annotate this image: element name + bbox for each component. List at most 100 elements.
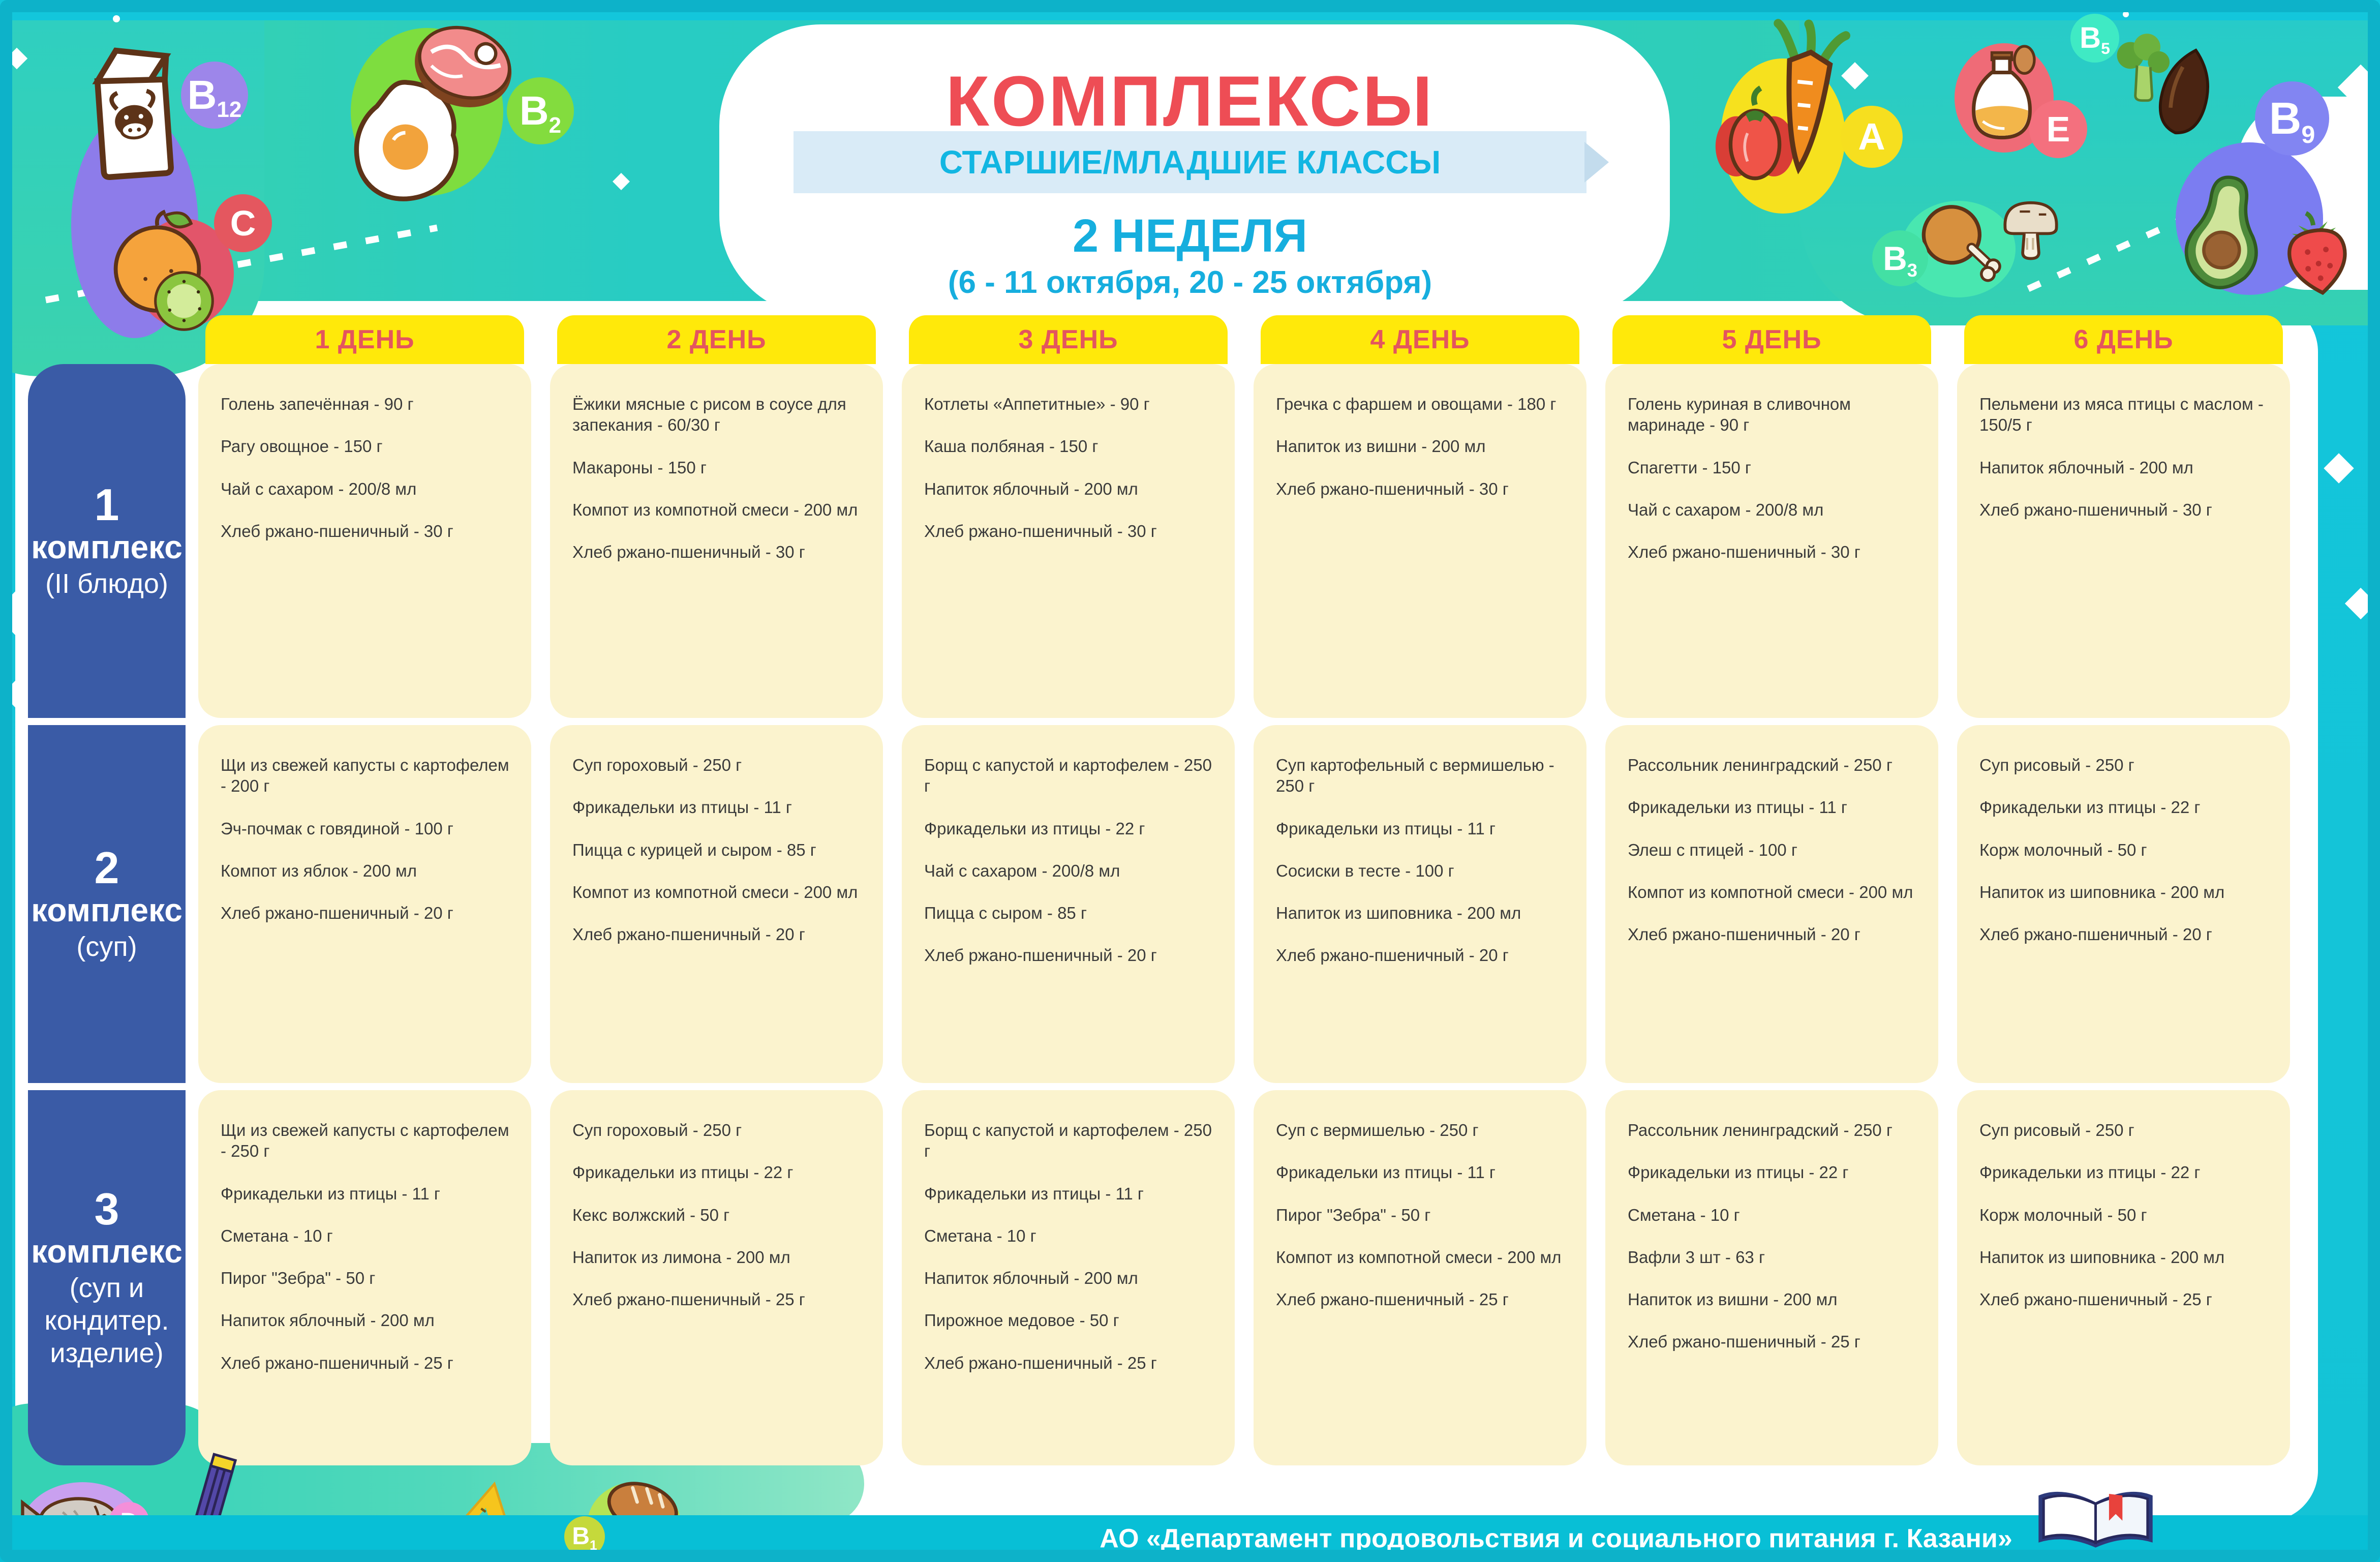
vitamin-a-badge: A (1841, 106, 1903, 168)
menu-item: Фрикадельки из птицы - 11 г (572, 798, 792, 817)
menu-item: Хлеб ржано-пшеничный - 30 г (924, 521, 1157, 540)
menu-cell-c2-day5: Рассольник ленинградский - 250 г Фрикадел… (1605, 725, 1938, 1083)
subtitle-ribbon: СТАРШИЕ/МЛАДШИЕ КЛАССЫ (794, 131, 1586, 193)
day-5-header: 5 ДЕНЬ (1612, 315, 1931, 364)
vitamin-b12-badge: B 12 (181, 62, 248, 129)
menu-item: Чай с сахаром - 200/8 мл (924, 861, 1120, 880)
carrot-icon (1774, 19, 1850, 174)
menu-item: Кекс волжский - 50 г (572, 1205, 730, 1224)
menu-item: Хлеб ржано-пшеничный - 30 г (572, 543, 805, 561)
menu-item: Фрикадельки из птицы - 22 г (924, 819, 1145, 838)
menu-item: Рагу овощное - 150 г (221, 437, 383, 456)
menu-item: Пирог "Зебра" - 50 г (1276, 1205, 1431, 1224)
menu-item: Вафли 3 шт - 63 г (1628, 1247, 1765, 1267)
open-book-icon (2038, 1491, 2153, 1548)
menu-item: Чай с сахаром - 200/8 мл (1628, 500, 1824, 519)
menu-cell-c3-day1: Щи из свежей капусты с картофелем - 250 … (198, 1090, 531, 1465)
kiwi-icon (154, 271, 214, 331)
day-2-header: 2 ДЕНЬ (557, 315, 876, 364)
menu-item: Гречка с фаршем и овощами - 180 г (1276, 395, 1557, 413)
menu-item: Напиток яблочный - 200 мл (221, 1311, 435, 1330)
complex-2-label: 2 комплекс (суп) (28, 725, 186, 1083)
menu-item: Хлеб ржано-пшеничный - 25 г (1276, 1290, 1509, 1309)
menu-item: Хлеб ржано-пшеничный - 30 г (221, 521, 453, 540)
menu-item: Щи из свежей капусты с картофелем - 250 … (221, 1121, 509, 1161)
menu-item: Ёжики мясные с рисом в соусе для запекан… (572, 395, 846, 435)
menu-item: Напиток из вишни - 200 мл (1628, 1290, 1838, 1309)
sparkle-icon (2344, 587, 2377, 620)
menu-item: Фрикадельки из птицы - 11 г (1276, 1163, 1496, 1182)
menu-item: Голень куриная в сливочном маринаде - 90… (1628, 395, 1851, 435)
menu-cell-c2-day2: Суп гороховый - 250 г Фрикадельки из птиц… (550, 725, 883, 1083)
menu-item: Хлеб ржано-пшеничный - 30 г (1276, 479, 1509, 498)
menu-item: Каша полбяная - 150 г (924, 437, 1099, 456)
chicken-leg-icon (1921, 205, 2001, 282)
menu-item: Элеш с птицей - 100 г (1628, 840, 1797, 859)
menu-item: Корж молочный - 50 г (1979, 1205, 2147, 1224)
menu-item: Фрикадельки из птицы - 22 г (1979, 1163, 2201, 1182)
menu-item: Макароны - 150 г (572, 458, 707, 477)
complex-1-label: 1 комплекс (II блюдо) (28, 364, 186, 718)
dotted-line (2027, 193, 2235, 292)
menu-item: Хлеб ржано-пшеничный - 20 г (572, 925, 805, 944)
complex-1-row: Голень запечённая - 90 г Рагу овощное - 1… (198, 364, 2290, 718)
menu-item: Сметана - 10 г (221, 1226, 333, 1245)
menu-item: Суп картофельный с вермишелью - 250 г (1276, 756, 1554, 796)
menu-item: Хлеб ржано-пшеничный - 25 г (1979, 1290, 2212, 1309)
menu-item: Фрикадельки из птицы - 11 г (924, 1184, 1144, 1203)
menu-item: Рассольник ленинградский - 250 г (1628, 1121, 1893, 1139)
menu-cell-c3-day5: Рассольник ленинградский - 250 г Фрикадел… (1605, 1090, 1938, 1465)
menu-item: Пирожное медовое - 50 г (924, 1311, 1119, 1330)
menu-item: Напиток яблочный - 200 мл (924, 1269, 1138, 1287)
menu-item: Фрикадельки из птицы - 11 г (1276, 819, 1496, 838)
menu-cell-c2-day1: Щи из свежей капусты с картофелем - 200 … (198, 725, 531, 1083)
complex-2-row: Щи из свежей капусты с картофелем - 200 … (198, 725, 2290, 1083)
menu-item: Фрикадельки из птицы - 22 г (1979, 798, 2201, 817)
vitamin-c-badge: C (214, 194, 272, 252)
menu-item: Хлеб ржано-пшеничный - 20 г (221, 904, 453, 922)
strawberry-icon (2287, 211, 2347, 295)
menu-cell-c3-day2: Суп гороховый - 250 г Фрикадельки из птиц… (550, 1090, 883, 1465)
broccoli-icon (2117, 34, 2170, 102)
menu-item: Фрикадельки из птицы - 22 г (1628, 1163, 1849, 1182)
menu-item: Сметана - 10 г (1628, 1205, 1740, 1224)
menu-item: Напиток из шиповника - 200 мл (1979, 882, 2225, 902)
menu-cell-c3-day4: Суп с вермишелью - 250 г Фрикадельки из п… (1254, 1090, 1586, 1465)
seed-icon (2158, 48, 2209, 134)
menu-item: Суп рисовый - 250 г (1979, 1121, 2134, 1139)
oil-jug-icon (1972, 45, 2036, 140)
subtitle: СТАРШИЕ/МЛАДШИЕ КЛАССЫ (939, 144, 1441, 181)
week-title: 2 НЕДЕЛЯ (1072, 210, 1308, 262)
mushroom-icon (2003, 201, 2058, 260)
menu-item: Хлеб ржано-пшеничный - 20 г (1276, 946, 1509, 965)
menu-item: Суп рисовый - 250 г (1979, 756, 2134, 774)
menu-item: Хлеб ржано-пшеничный - 30 г (1628, 543, 1860, 561)
day-1-header: 1 ДЕНЬ (205, 315, 524, 364)
menu-cell-c1-day4: Гречка с фаршем и овощами - 180 г Напиток… (1254, 364, 1586, 718)
menu-item: Сосиски в тесте - 100 г (1276, 861, 1454, 880)
footer-text: АО «Департамент продовольствия и социаль… (1100, 1524, 2012, 1553)
page-title: КОМПЛЕКСЫ (945, 61, 1435, 141)
dot-icon (2370, 69, 2379, 78)
menu-item: Суп с вермишелью - 250 г (1276, 1121, 1479, 1139)
vitamin-e-badge: E (2029, 100, 2087, 158)
menu-item: Компот из компотной смеси - 200 мл (572, 882, 858, 902)
menu-item: Напиток из вишни - 200 мл (1276, 437, 1486, 456)
day-header-row: 1 ДЕНЬ 2 ДЕНЬ 3 ДЕНЬ 4 ДЕНЬ 5 ДЕНЬ 6 ДЕН… (198, 315, 2290, 364)
menu-item: Голень запечённая - 90 г (221, 395, 414, 413)
menu-item: Рассольник ленинградский - 250 г (1628, 756, 1893, 774)
day-3-header: 3 ДЕНЬ (909, 315, 1228, 364)
menu-item: Эч-почмак с говядиной - 100 г (221, 819, 453, 838)
menu-item: Щи из свежей капусты с картофелем - 200 … (221, 756, 509, 796)
menu-item: Пирог "Зебра" - 50 г (221, 1269, 376, 1287)
menu-item: Хлеб ржано-пшеничный - 25 г (221, 1353, 453, 1372)
menu-item: Фрикадельки из птицы - 11 г (221, 1184, 440, 1203)
footer-bar: АО «Департамент продовольствия и социаль… (0, 1515, 2380, 1562)
menu-item: Чай с сахаром - 200/8 мл (221, 479, 417, 498)
menu-item: Хлеб ржано-пшеничный - 20 г (1628, 925, 1860, 944)
complex-sublabel: (II блюдо) (45, 568, 168, 599)
dot-icon (113, 15, 120, 22)
